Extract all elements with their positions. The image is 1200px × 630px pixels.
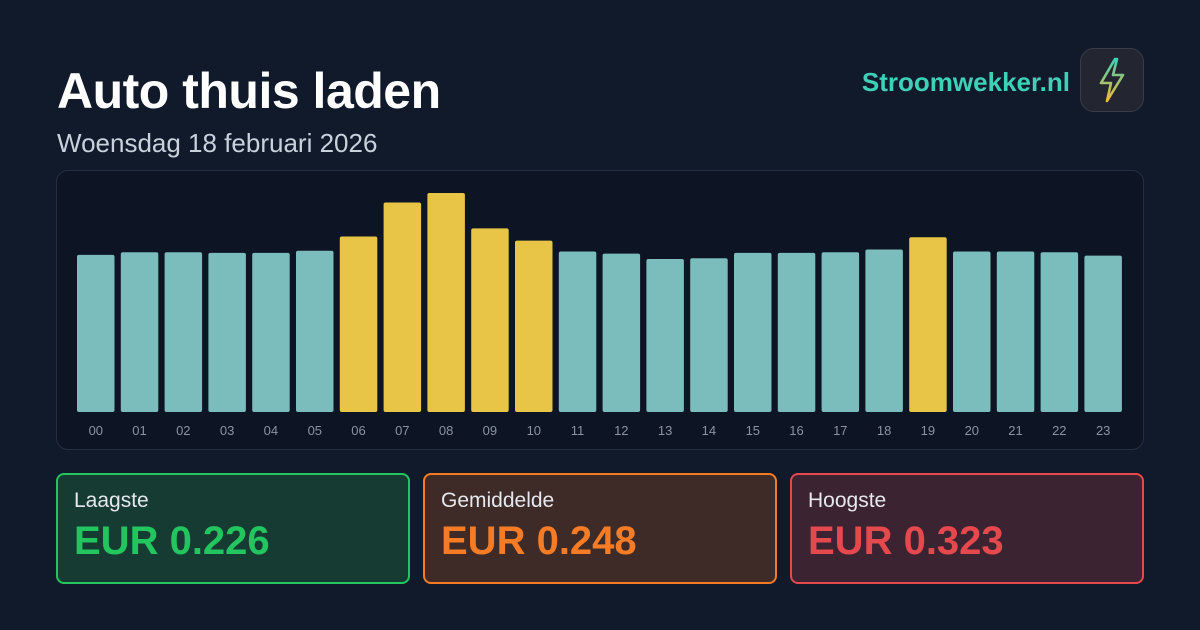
bar-hour-16 xyxy=(777,252,816,412)
bar-hour-12 xyxy=(602,253,641,412)
bar-hour-15 xyxy=(734,252,772,412)
x-tick-label: 23 xyxy=(1096,423,1110,438)
x-tick-label: 15 xyxy=(746,423,760,438)
bar-hour-01 xyxy=(120,252,159,412)
bar-hour-19 xyxy=(909,237,947,412)
x-tick-label: 17 xyxy=(833,423,847,438)
x-tick-label: 00 xyxy=(89,423,103,438)
bar-chart: 00 01 02 03 04 05 06 07 08 09 10 11 12 13 14 15 16 17 18 19… xyxy=(77,193,1122,438)
bar-hour-13 xyxy=(646,259,684,412)
stat-value-average: EUR 0.248 xyxy=(441,519,637,563)
bar-hour-04 xyxy=(252,252,290,412)
stat-card-average: Gemiddelde EUR 0.248 xyxy=(423,473,777,584)
bar-hour-17 xyxy=(821,252,860,412)
page-subtitle: Woensdag 18 februari 2026 xyxy=(57,128,378,158)
stat-card-lowest: Laagste EUR 0.226 xyxy=(56,473,410,584)
x-tick-label: 12 xyxy=(614,423,628,438)
stat-label-lowest: Laagste xyxy=(74,489,149,512)
bar-hour-20 xyxy=(953,251,991,412)
x-tick-label: 13 xyxy=(658,423,672,438)
bar-hour-14 xyxy=(690,258,728,412)
bar-hour-09 xyxy=(471,228,509,412)
bar-hour-11 xyxy=(558,251,597,412)
bar-hour-07 xyxy=(383,202,422,412)
x-tick-label: 19 xyxy=(921,423,935,438)
x-tick-label: 04 xyxy=(264,423,278,438)
bar-hour-05 xyxy=(296,250,334,412)
x-tick-label: 20 xyxy=(965,423,979,438)
x-tick-label: 01 xyxy=(132,423,146,438)
x-tick-label: 16 xyxy=(789,423,803,438)
x-tick-label: 18 xyxy=(877,423,891,438)
stat-label-highest: Hoogste xyxy=(808,489,887,512)
x-tick-label: 10 xyxy=(527,423,541,438)
bar-hour-23 xyxy=(1084,255,1122,412)
bar-hour-08 xyxy=(427,193,465,412)
x-tick-label: 22 xyxy=(1052,423,1066,438)
x-tick-label: 02 xyxy=(176,423,190,438)
stat-label-average: Gemiddelde xyxy=(441,489,555,512)
lightning-icon xyxy=(1099,57,1125,103)
page-title: Auto thuis laden xyxy=(57,63,441,119)
x-tick-label: 07 xyxy=(395,423,409,438)
x-tick-label: 08 xyxy=(439,423,453,438)
stat-value-highest: EUR 0.323 xyxy=(808,519,1004,563)
bar-hour-22 xyxy=(1040,252,1079,412)
bar-hour-03 xyxy=(208,252,246,412)
bar-hour-18 xyxy=(865,249,903,412)
bar-hour-02 xyxy=(164,252,203,412)
x-tick-label: 09 xyxy=(483,423,497,438)
x-tick-label: 21 xyxy=(1008,423,1022,438)
x-tick-label: 05 xyxy=(308,423,322,438)
x-tick-label: 14 xyxy=(702,423,716,438)
brand-name[interactable]: Stroomwekker.nl xyxy=(861,67,1070,97)
stat-value-lowest: EUR 0.226 xyxy=(74,519,270,563)
bar-hour-21 xyxy=(996,251,1035,412)
x-tick-label: 06 xyxy=(351,423,365,438)
brand-logo[interactable] xyxy=(1080,48,1144,112)
bar-hour-10 xyxy=(515,240,553,412)
bar-hour-00 xyxy=(77,254,115,412)
x-tick-label: 11 xyxy=(571,423,585,438)
stat-card-highest: Hoogste EUR 0.323 xyxy=(790,473,1144,584)
x-tick-label: 03 xyxy=(220,423,234,438)
bar-hour-06 xyxy=(339,236,378,412)
price-chart: 00 01 02 03 04 05 06 07 08 09 10 11 12 13 14 15 16 17 18 19… xyxy=(56,170,1144,450)
